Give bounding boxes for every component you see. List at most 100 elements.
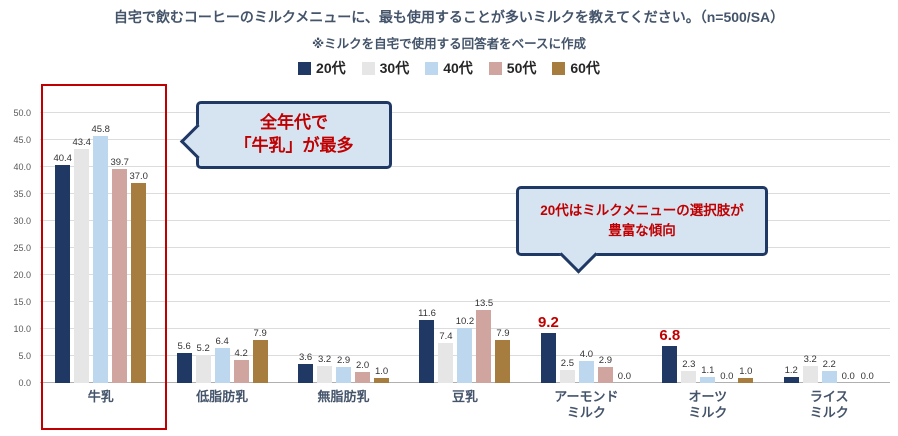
bar-60代-cat3: 7.9 (495, 328, 511, 383)
chart-subtitle: ※ミルクを自宅で使用する回答者をベースに作成 (311, 37, 587, 51)
bar-value-label: 1.1 (701, 365, 715, 377)
bar-20代-cat1: 5.6 (176, 341, 192, 383)
bar-60代-cat5: 1.0 (738, 366, 754, 383)
bar-value-label: 7.9 (253, 328, 267, 340)
bar-value-label: 3.2 (803, 353, 817, 365)
bar-value-label: 0.0 (841, 371, 855, 382)
legend-swatch (425, 61, 439, 75)
bar-value-label: 10.2 (455, 315, 475, 327)
bar-group-1: 5.6 5.2 6.4 4.2 7.9 (161, 113, 282, 383)
legend-swatch (361, 61, 375, 75)
bar-group-4: 9.2 2.5 4.0 2.9 0.0 (526, 113, 647, 383)
bar-value-label: 7.9 (496, 328, 510, 340)
legend-label: 60代 (570, 60, 600, 76)
bar-40代-cat6: 2.2 (821, 359, 837, 383)
annotation-line: 20代はミルクメニューの選択肢が (540, 202, 744, 218)
bar-value-label: 2.3 (682, 358, 696, 370)
gridline (40, 301, 890, 302)
bar-value-label: 4.2 (234, 348, 248, 360)
bar-value-label: 45.8 (91, 123, 110, 135)
bar-30代-cat4: 2.5 (559, 358, 575, 383)
bar-30代-cat0: 43.4 (72, 137, 91, 383)
bar-group-0: 40.4 43.4 45.8 39.7 37.0 (40, 113, 161, 383)
y-tick-label: 45.0 (13, 135, 31, 145)
bar-30代-cat2: 3.2 (317, 354, 333, 383)
bar-value-label: 1.0 (739, 365, 753, 377)
bar-value-label: 40.4 (53, 152, 72, 164)
bar-group-5: 6.8 2.3 1.1 0.0 1.0 (647, 113, 768, 383)
annotation-bubble-milk: 全年代で 「牛乳」が最多 (196, 101, 392, 169)
y-tick-label: 0.0 (18, 378, 31, 388)
bar-value-label: 0.0 (617, 371, 631, 382)
legend-item-40代: 40代 (425, 58, 473, 78)
bar-30代-cat6: 3.2 (802, 354, 818, 383)
legend-label: 20代 (316, 60, 346, 76)
y-tick-label: 50.0 (13, 108, 31, 118)
bar-20代-cat5: 6.8 (659, 327, 680, 383)
bar-value-label: 2.9 (598, 355, 612, 367)
bar-20代-cat2: 3.6 (298, 352, 314, 383)
bar-40代-cat5: 1.1 (700, 365, 716, 383)
bar-50代-cat2: 2.0 (355, 360, 371, 383)
gridline (40, 112, 890, 113)
annotation-line: 全年代で (260, 113, 328, 133)
bar-40代-cat0: 45.8 (91, 124, 110, 383)
annotation-bubble-age20: 20代はミルクメニューの選択肢が 豊富な傾向 (516, 186, 768, 256)
bar-60代-cat2: 1.0 (374, 366, 390, 383)
bar-group-3: 11.6 7.4 10.2 13.5 7.9 (404, 113, 525, 383)
bar-value-label: 7.4 (439, 331, 453, 343)
legend: 20代 30代 40代 50代 60代 (0, 58, 898, 78)
bar-20代-cat6: 1.2 (783, 365, 799, 383)
bar-40代-cat3: 10.2 (456, 316, 474, 383)
bar-40代-cat1: 6.4 (214, 336, 230, 383)
legend-label: 30代 (379, 60, 410, 76)
y-tick-label: 40.0 (13, 162, 31, 172)
bar-value-label: 37.0 (129, 171, 148, 183)
bar-value-label: 3.2 (317, 353, 332, 365)
bar-value-label: 0.0 (720, 371, 734, 382)
bar-30代-cat5: 2.3 (681, 359, 697, 383)
bar-value-label: 1.2 (784, 364, 798, 376)
bar-group-6: 1.2 3.2 2.2 0.0 0.0 (769, 113, 890, 383)
bar-value-label: 5.2 (196, 342, 210, 354)
category-label-0: 牛乳 (87, 389, 114, 404)
bar-20代-cat0: 40.4 (53, 153, 72, 383)
legend-swatch (488, 61, 502, 75)
chart-title: 自宅で飲むコーヒーのミルクメニューに、最も使用することが多いミルクを教えてくださ… (113, 9, 785, 25)
y-tick-label: 15.0 (13, 297, 31, 307)
bar-value-label: 11.6 (418, 308, 436, 320)
bar-value-label: 4.0 (579, 349, 593, 361)
legend-item-60代: 60代 (552, 58, 600, 78)
bar-group-2: 3.6 3.2 2.9 2.0 1.0 (283, 113, 404, 383)
bar-value-label: 1.0 (374, 365, 389, 377)
category-label-2: 無脂肪乳 (317, 389, 370, 404)
bar-value-label: 0.0 (860, 371, 874, 382)
annotation-line: 豊富な傾向 (608, 223, 676, 238)
y-tick-label: 25.0 (13, 243, 31, 253)
legend-swatch (298, 61, 312, 75)
y-axis: 0.0 5.0 10.0 15.0 20.0 25.0 30.0 35.0 40.0 45.0 50… (0, 108, 36, 388)
bar-30代-cat3: 7.4 (438, 331, 454, 383)
legend-label: 40代 (443, 60, 473, 76)
legend-item-30代: 30代 (361, 58, 410, 78)
gridline (40, 274, 890, 275)
bar-20代-cat3: 11.6 (418, 308, 436, 383)
y-tick-label: 35.0 (13, 189, 31, 199)
gridline (40, 193, 890, 194)
bar-20代-cat4: 9.2 (538, 314, 559, 383)
bar-value-label: 6.4 (215, 336, 229, 348)
y-tick-label: 20.0 (13, 270, 31, 280)
legend-item-50代: 50代 (488, 58, 536, 78)
gridline (40, 247, 890, 248)
gridline (40, 220, 890, 221)
bar-50代-cat4: 2.9 (597, 355, 613, 383)
bar-40代-cat2: 2.9 (336, 355, 352, 383)
plot-area: 40.4 43.4 45.8 39.7 37.0 5.6 5.2 6.4 4.2 7.9 3.6 3.… (40, 112, 890, 383)
bar-value-label: 3.6 (298, 351, 313, 363)
bar-groups: 40.4 43.4 45.8 39.7 37.0 5.6 5.2 6.4 4.2 7.9 3.6 3.… (40, 113, 890, 383)
bar-50代-cat3: 13.5 (475, 298, 493, 383)
bar-value-label: 13.5 (474, 298, 494, 310)
bar-30代-cat1: 5.2 (195, 343, 211, 383)
bar-50代-cat1: 4.2 (233, 348, 249, 383)
